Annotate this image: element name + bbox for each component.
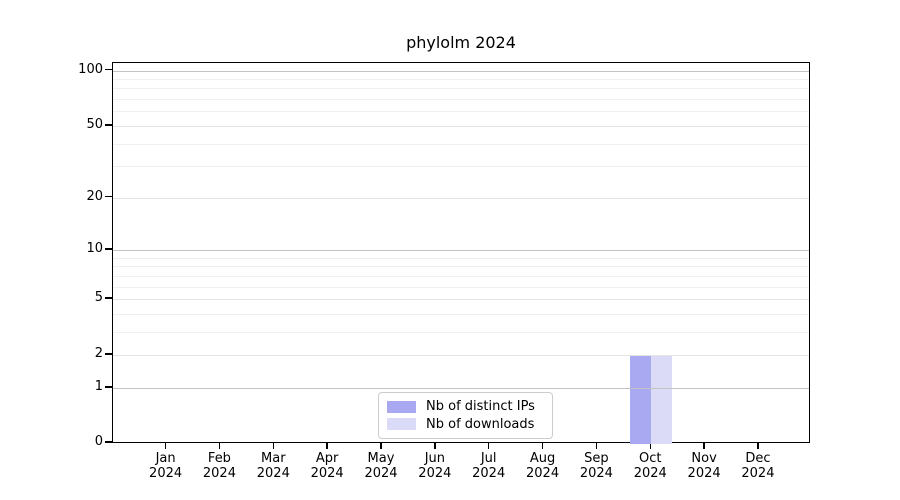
x-tick xyxy=(649,443,651,449)
y-tick xyxy=(105,68,112,71)
x-tick xyxy=(434,443,436,449)
x-tick-month: Jun xyxy=(424,451,445,466)
y-gridline-minor xyxy=(113,143,809,145)
x-tick-label: Nov 2024 xyxy=(674,451,734,481)
y-gridline-major xyxy=(113,70,809,72)
y-tick xyxy=(105,353,112,355)
y-gridline-minor xyxy=(113,166,809,168)
x-tick-label: Dec 2024 xyxy=(728,451,788,481)
y-gridline-major xyxy=(113,249,809,251)
x-tick-label: Jan 2024 xyxy=(136,451,196,481)
x-tick-year: 2024 xyxy=(256,465,290,481)
x-tick-year: 2024 xyxy=(472,465,506,481)
y-gridline-major xyxy=(113,299,809,301)
y-gridline-minor xyxy=(113,275,809,277)
y-gridline-minor xyxy=(113,99,809,101)
x-tick-year: 2024 xyxy=(149,465,183,481)
y-tick xyxy=(105,248,112,250)
y-gridline-minor xyxy=(113,111,809,113)
legend-row: Nb of downloads xyxy=(387,416,544,434)
y-gridline-minor xyxy=(113,266,809,268)
y-gridline-minor xyxy=(113,257,809,259)
y-tick-label: 50 xyxy=(86,116,103,132)
x-tick xyxy=(757,443,759,449)
y-gridline-major xyxy=(113,387,809,389)
x-tick xyxy=(326,443,328,449)
x-tick-year: 2024 xyxy=(310,465,344,481)
x-tick-year: 2024 xyxy=(364,465,398,481)
chart-title: phylolm 2024 xyxy=(406,33,516,52)
x-tick xyxy=(488,443,490,449)
x-tick-month: May xyxy=(367,451,395,466)
y-tick-label: 10 xyxy=(86,240,103,256)
y-gridline-minor xyxy=(113,286,809,288)
x-tick-label: Mar 2024 xyxy=(243,451,303,481)
x-tick-year: 2024 xyxy=(633,465,667,481)
y-tick xyxy=(105,297,112,299)
x-tick-month: Mar xyxy=(261,451,286,466)
y-tick-label: 2 xyxy=(94,346,103,362)
x-tick xyxy=(272,443,274,449)
x-tick-label: Jul 2024 xyxy=(459,451,519,481)
x-tick-label: Jun 2024 xyxy=(405,451,465,481)
x-tick xyxy=(164,443,167,449)
y-tick-label: 5 xyxy=(94,290,103,306)
x-tick-month: Sep xyxy=(584,451,609,466)
bar-nb-of-distinct-ips xyxy=(630,355,652,444)
plot-area xyxy=(112,62,810,444)
x-tick-month: Feb xyxy=(207,451,231,466)
legend-swatch-nb-of-distinct-ips xyxy=(387,400,416,413)
x-tick xyxy=(218,443,221,449)
x-tick xyxy=(703,443,705,449)
x-tick-month: Nov xyxy=(691,451,717,466)
x-tick-year: 2024 xyxy=(202,465,236,481)
x-tick-year: 2024 xyxy=(741,465,775,481)
x-tick-label: Apr 2024 xyxy=(297,451,357,481)
y-tick xyxy=(105,124,112,126)
y-tick-label: 1 xyxy=(94,378,103,394)
y-tick-label: 20 xyxy=(86,188,103,204)
legend-row: Nb of distinct IPs xyxy=(387,398,544,416)
y-gridline-major xyxy=(113,355,809,357)
y-gridline-minor xyxy=(113,88,809,90)
y-gridline-minor xyxy=(113,79,809,81)
y-tick-label: 100 xyxy=(78,61,103,77)
y-gridline-major xyxy=(113,125,809,127)
x-tick xyxy=(380,443,382,449)
x-tick-label: Feb 2024 xyxy=(189,451,249,481)
legend: Nb of distinct IPs Nb of downloads xyxy=(378,392,553,439)
bar-nb-of-downloads xyxy=(651,355,673,444)
x-tick xyxy=(595,443,598,449)
x-tick-label: May 2024 xyxy=(351,451,411,481)
x-tick-year: 2024 xyxy=(418,465,452,481)
x-tick-month: Oct xyxy=(639,451,662,466)
x-tick-month: Dec xyxy=(745,451,771,466)
x-tick-label: Oct 2024 xyxy=(620,451,680,481)
legend-label: Nb of downloads xyxy=(426,416,535,432)
y-tick xyxy=(105,441,112,443)
y-tick xyxy=(105,386,112,388)
x-tick-month: Apr xyxy=(315,451,339,466)
x-tick xyxy=(541,443,544,449)
x-tick-year: 2024 xyxy=(687,465,721,481)
y-tick-label: 0 xyxy=(94,434,103,449)
y-tick xyxy=(105,195,112,198)
x-tick-year: 2024 xyxy=(526,465,560,481)
x-tick-month: Jan xyxy=(155,451,176,466)
x-tick-label: Aug 2024 xyxy=(513,451,573,481)
x-tick-month: Aug xyxy=(529,451,556,466)
y-gridline-minor xyxy=(113,331,809,333)
x-tick-label: Sep 2024 xyxy=(566,451,626,481)
legend-swatch-nb-of-downloads xyxy=(387,418,416,431)
y-gridline-major xyxy=(113,197,809,199)
x-tick-month: Jul xyxy=(480,451,497,466)
legend-label: Nb of distinct IPs xyxy=(426,399,535,415)
y-gridline-minor xyxy=(113,313,809,315)
x-tick-year: 2024 xyxy=(579,465,613,481)
